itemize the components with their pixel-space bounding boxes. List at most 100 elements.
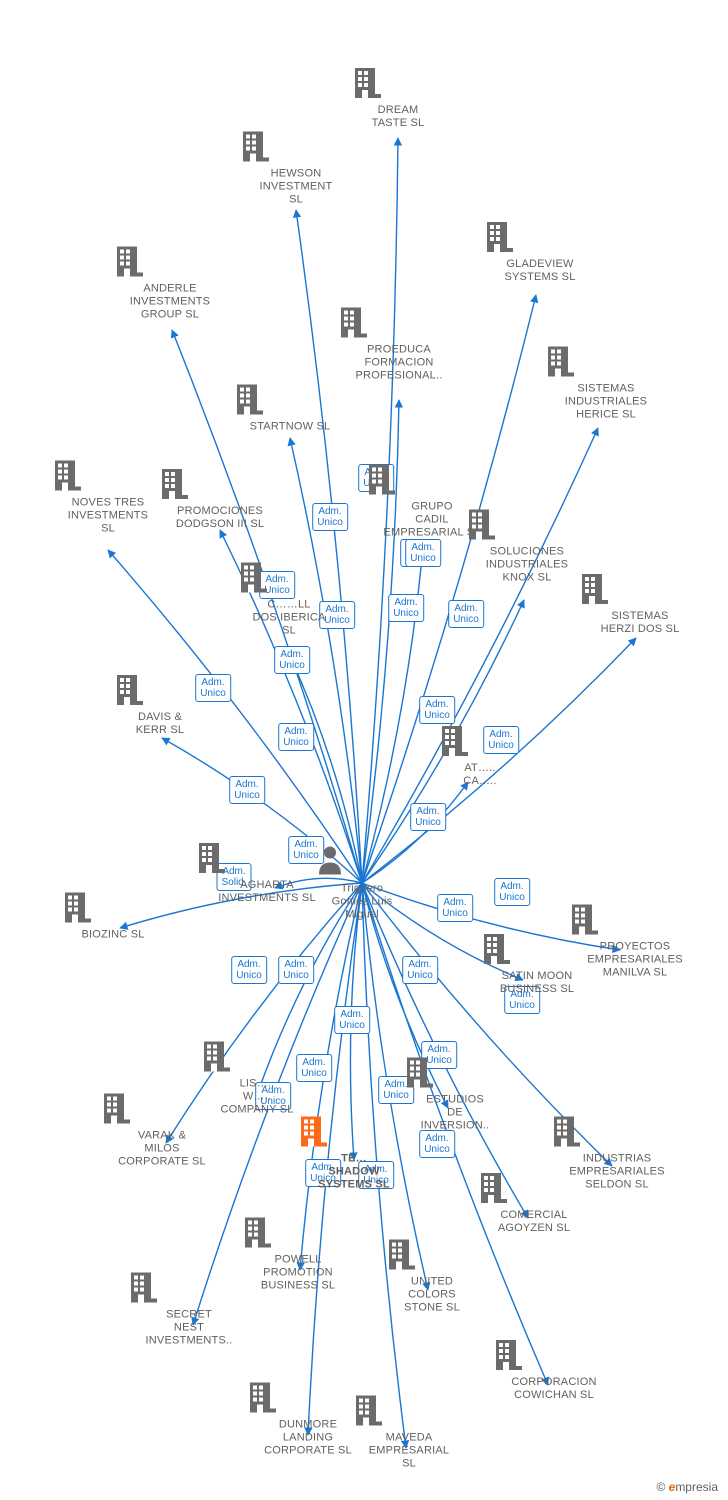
company-node[interactable]: DAVIS & KERR SL — [115, 673, 205, 737]
company-label: BIOZINC SL — [63, 929, 163, 942]
company-label: ANDERLE INVESTMENTS GROUP SL — [115, 283, 225, 322]
company-node[interactable]: BIOZINC SL — [63, 891, 163, 942]
company-node[interactable]: DUNMORE LANDING CORPORATE SL — [248, 1381, 368, 1458]
company-node[interactable]: NOVES TRES INVESTMENTS SL — [53, 459, 163, 536]
brand-rest: mpresia — [675, 1480, 718, 1494]
company-node[interactable]: DREAM TASTE SL — [353, 66, 443, 130]
building-icon-wrap — [354, 1394, 464, 1430]
company-label: SOLUCIONES INDUSTRIALES KNOX SL — [467, 546, 587, 585]
company-label: NOVES TRES INVESTMENTS SL — [53, 497, 163, 536]
building-icon-wrap — [546, 345, 666, 381]
company-node[interactable]: ANDERLE INVESTMENTS GROUP SL — [115, 245, 225, 322]
building-icon-wrap — [102, 1092, 222, 1128]
building-icon — [160, 467, 190, 499]
company-label: AT….. CA….. — [440, 762, 520, 788]
building-icon — [197, 841, 227, 873]
building-icon — [53, 459, 83, 491]
building-icon-wrap — [235, 383, 345, 419]
company-label: SISTEMAS HERZI DOS SL — [580, 610, 700, 636]
edge-label: Adm. Unico — [402, 956, 438, 984]
building-icon-wrap — [115, 245, 225, 281]
edge-label: Adm. Unico — [229, 776, 265, 804]
building-icon-wrap — [467, 508, 587, 544]
edge-label: Adm. Unico — [410, 803, 446, 831]
company-node[interactable]: UNITED COLORS STONE SL — [387, 1238, 477, 1315]
edge-label: Adm. Unico — [278, 723, 314, 751]
edge-label: Adm. Unico — [274, 646, 310, 674]
company-label: AGHARTA INVESTMENTS SL — [197, 879, 337, 905]
company-label: DAVIS & KERR SL — [115, 711, 205, 737]
building-icon — [115, 245, 145, 277]
company-label: DUNMORE LANDING CORPORATE SL — [248, 1419, 368, 1458]
company-node[interactable]: SISTEMAS HERZI DOS SL — [580, 572, 700, 636]
building-icon — [239, 561, 269, 593]
edge-label: Adm. Unico — [494, 878, 530, 906]
building-icon — [354, 1394, 384, 1426]
building-icon-wrap — [367, 463, 497, 499]
building-icon — [552, 1115, 582, 1147]
company-node[interactable]: COMERCIAL AGOYZEN SL — [479, 1171, 589, 1235]
building-icon-wrap — [241, 130, 351, 166]
company-label: DREAM TASTE SL — [353, 104, 443, 130]
building-icon — [467, 508, 497, 540]
building-icon-wrap — [239, 561, 339, 597]
company-label: PROEDUCA FORMACION PROFESIONAL.. — [339, 344, 459, 383]
company-node[interactable]: AGHARTA INVESTMENTS SL — [197, 841, 337, 905]
building-icon — [546, 345, 576, 377]
building-icon-wrap — [299, 1115, 409, 1151]
company-label: GLADEVIEW SYSTEMS SL — [485, 258, 595, 284]
edge-label: Adm. Unico — [334, 1006, 370, 1034]
company-node[interactable]: VARAK & MILOS CORPORATE SL — [102, 1092, 222, 1169]
company-node[interactable]: PROYECTOS EMPRESARIALES MANILVA SL — [570, 903, 700, 980]
building-icon-wrap — [552, 1115, 682, 1151]
building-icon — [63, 891, 93, 923]
edge — [362, 295, 536, 883]
building-icon-wrap — [53, 459, 163, 495]
company-node[interactable]: CORPORACION COWICHAN SL — [494, 1338, 614, 1402]
company-label: UNITED COLORS STONE SL — [387, 1276, 477, 1315]
building-icon-wrap — [339, 306, 459, 342]
company-label: PROMOCIONES DODGSON III SL — [160, 505, 280, 531]
company-node[interactable]: SISTEMAS INDUSTRIALES HERICE SL — [546, 345, 666, 422]
company-node[interactable]: GLADEVIEW SYSTEMS SL — [485, 220, 595, 284]
company-node[interactable]: SOLUCIONES INDUSTRIALES KNOX SL — [467, 508, 587, 585]
building-icon — [405, 1056, 435, 1088]
company-node[interactable]: PROEDUCA FORMACION PROFESIONAL.. — [339, 306, 459, 383]
company-node[interactable]: AT….. CA….. — [440, 724, 520, 788]
building-icon — [243, 1216, 273, 1248]
company-label: ESTUDIOS DE INVERSION.. — [405, 1094, 505, 1133]
building-icon — [129, 1271, 159, 1303]
building-icon — [479, 1171, 509, 1203]
building-icon — [241, 130, 271, 162]
building-icon — [353, 66, 383, 98]
building-icon — [339, 306, 369, 338]
company-node[interactable]: C……LL DOS IBERICA SL — [239, 561, 339, 638]
company-node[interactable]: HEWSON INVESTMENT SL — [241, 130, 351, 207]
building-icon-wrap — [160, 467, 280, 503]
building-icon — [580, 572, 610, 604]
company-node[interactable]: ESTUDIOS DE INVERSION.. — [405, 1056, 505, 1133]
building-icon-wrap — [387, 1238, 477, 1274]
company-label: VARAK & MILOS CORPORATE SL — [102, 1130, 222, 1169]
company-node[interactable]: MAVEDA EMPRESARIAL SL — [354, 1394, 464, 1471]
building-icon-wrap — [197, 841, 337, 877]
building-icon-wrap — [440, 724, 520, 760]
building-icon-wrap — [570, 903, 700, 939]
company-node[interactable]: TE… SHADOW SYSTEMS SL — [299, 1115, 409, 1192]
company-node[interactable]: SECRET NEST INVESTMENTS.. — [129, 1271, 249, 1348]
edge-label: Adm. Unico — [405, 539, 441, 567]
building-icon — [387, 1238, 417, 1270]
edge-label: Adm. Unico — [400, 539, 436, 567]
building-icon — [367, 463, 397, 495]
building-icon-wrap — [202, 1040, 312, 1076]
building-icon — [440, 724, 470, 756]
company-label: C……LL DOS IBERICA SL — [239, 599, 339, 638]
building-icon — [482, 932, 512, 964]
edge-label: Adm. Unico — [419, 696, 455, 724]
company-node[interactable]: PROMOCIONES DODGSON III SL — [160, 467, 280, 531]
edge-label: Adm. Unico — [231, 956, 267, 984]
company-node[interactable]: POWELL PROMOTION BUSINESS SL — [243, 1216, 353, 1293]
company-label: HEWSON INVESTMENT SL — [241, 168, 351, 207]
company-node[interactable]: STARTNOW SL — [235, 383, 345, 434]
edge-label: Adm. Unico — [278, 956, 314, 984]
